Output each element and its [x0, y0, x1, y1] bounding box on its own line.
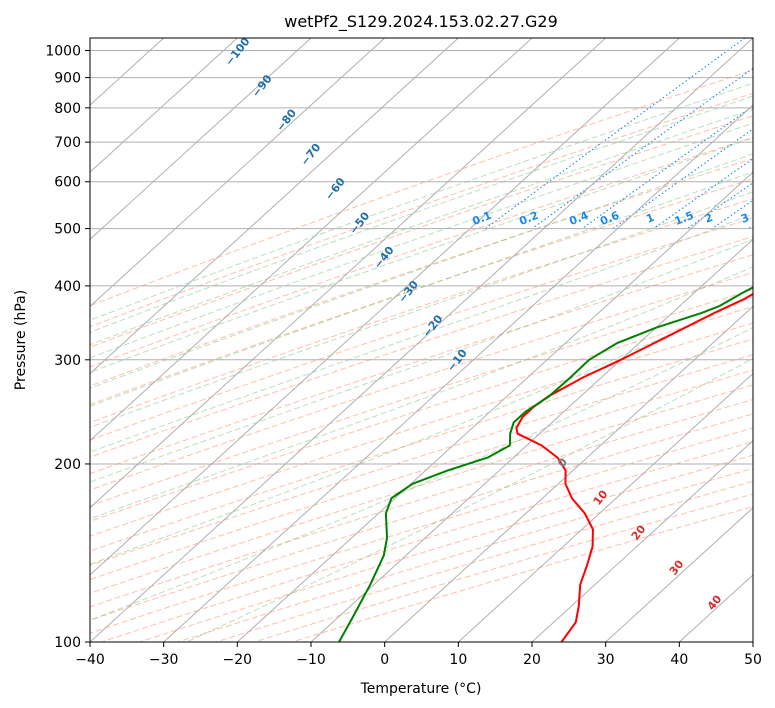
isotherm-line	[90, 38, 680, 576]
dry-adiabat-line	[90, 92, 753, 328]
isotherm-line	[752, 641, 753, 642]
isotherm-line	[531, 439, 753, 642]
dry-adiabat-line	[90, 136, 753, 368]
isotherm-line	[90, 38, 459, 375]
dry-adiabat-line	[90, 369, 753, 581]
dry-adiabat-line	[90, 289, 753, 507]
dry-adiabat-line	[215, 480, 753, 642]
y-tick-label: 300	[54, 353, 81, 369]
series-layer	[338, 286, 753, 642]
moist-adiabat-line	[90, 122, 753, 359]
x-tick-label: 40	[670, 652, 688, 668]
y-tick-label: 1000	[45, 44, 81, 60]
moist-adiabat-line	[90, 95, 753, 333]
moist-adiabat-line	[90, 171, 753, 407]
isotherm-line	[90, 38, 533, 442]
mixing-ratio-line	[531, 67, 753, 230]
y-tick-label: 700	[54, 135, 81, 151]
dry-adiabat-line	[90, 178, 753, 405]
y-tick-label: 200	[54, 457, 81, 473]
x-tick-label: −10	[296, 652, 326, 668]
isotherm-line	[236, 171, 753, 642]
x-tick-label: −20	[223, 652, 253, 668]
mixing-ratio-label: 2	[703, 211, 715, 226]
mixing-ratio-label: 1	[644, 211, 656, 226]
y-tick-label: 800	[54, 101, 81, 117]
isotherm-line	[163, 104, 753, 642]
y-tick-label: 100	[54, 635, 81, 651]
isotherm-line	[90, 38, 312, 241]
moist-adiabat-line	[90, 191, 753, 428]
isotherm-line	[90, 38, 607, 509]
dry-adiabat-line	[90, 427, 753, 634]
mixing-ratio-label: 4	[766, 211, 775, 226]
dry-adiabat-line	[177, 467, 753, 642]
y-tick-label: 400	[54, 279, 81, 295]
x-tick-label: 30	[597, 652, 615, 668]
y-tick-label: 900	[54, 71, 81, 87]
x-axis-label: Temperature (°C)	[360, 681, 482, 697]
x-tick-label: −30	[149, 652, 179, 668]
plot-frame	[89, 37, 754, 643]
x-tick-label: 0	[380, 652, 389, 668]
axes: −40 −30 −20 −10 0 10 20 30 40 50 1000 900 800 700 600 5…	[45, 44, 762, 668]
dry-adiabat-line	[90, 236, 753, 458]
dry-adiabat-line	[139, 454, 753, 642]
dry-adiabat-line	[254, 493, 753, 642]
moist-adiabat-line	[90, 137, 753, 373]
moist-adiabat-line	[90, 153, 753, 389]
dry-adiabat-line	[101, 441, 753, 642]
isotherm-line	[605, 507, 753, 642]
isotherm-line	[384, 305, 753, 642]
grid-layer	[90, 38, 753, 642]
dry-adiabat-line	[90, 254, 753, 475]
isotherm-line	[310, 238, 753, 642]
dry-adiabat-line	[90, 338, 753, 552]
moist-adiabat-line	[90, 238, 753, 483]
dry-adiabat-line	[90, 217, 753, 441]
mixing-ratio-label: 3	[739, 211, 751, 226]
moist-adiabat-line	[90, 213, 753, 453]
moist-adiabat-line	[90, 296, 753, 565]
dry-adiabat-line	[292, 506, 753, 642]
moist-adiabat-line	[90, 266, 753, 520]
dewpoint-profile-line	[338, 286, 753, 642]
isotherm-line	[90, 38, 238, 173]
mixing-ratio-line	[485, 38, 746, 230]
y-axis-label: Pressure (hPa)	[13, 290, 29, 390]
dry-adiabat-line	[90, 306, 753, 522]
mixing-ratio-line	[653, 157, 753, 230]
isotherm-line	[90, 38, 386, 308]
moist-adiabat-line	[90, 326, 753, 621]
dry-adiabat-line	[90, 115, 753, 348]
isotherm-line	[90, 38, 753, 642]
isotherm-line	[457, 372, 753, 642]
x-tick-label: −40	[75, 652, 105, 668]
x-tick-label: 20	[523, 652, 541, 668]
x-tick-label: 50	[744, 652, 762, 668]
dry-adiabat-line	[90, 399, 753, 608]
dry-adiabat-line	[90, 157, 753, 387]
y-tick-label: 600	[54, 175, 81, 191]
chart-title: wetPf2_S129.2024.153.02.27.G29	[284, 12, 558, 32]
y-tick-label: 500	[54, 222, 81, 238]
temperature-profile-line	[515, 292, 753, 642]
dry-adiabat-line	[90, 413, 753, 621]
x-tick-label: 10	[449, 652, 467, 668]
